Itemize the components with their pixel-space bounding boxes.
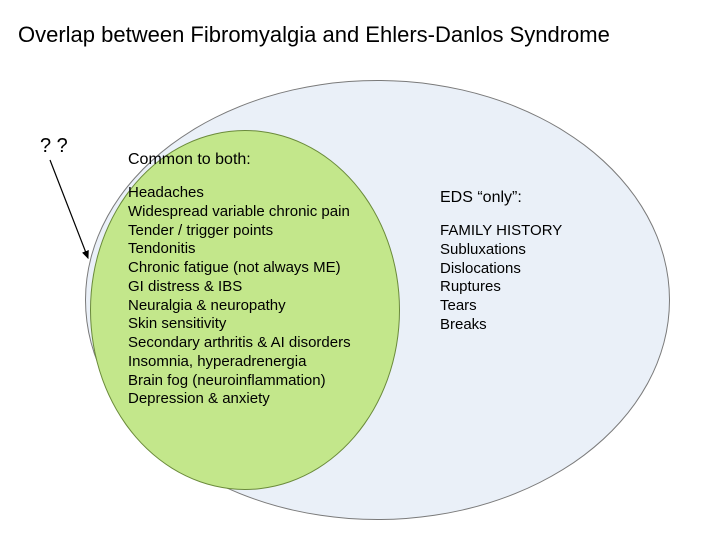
eds-only-item: Dislocations [440, 260, 640, 279]
common-item: Secondary arthritis & AI disorders [128, 334, 388, 353]
common-symptoms-block: Common to both: HeadachesWidespread vari… [128, 150, 388, 409]
eds-only-block: EDS “only”: FAMILY HISTORYSubluxationsDi… [440, 188, 640, 335]
eds-only-item: Tears [440, 297, 640, 316]
common-item: Widespread variable chronic pain [128, 203, 388, 222]
eds-only-item: Breaks [440, 316, 640, 335]
common-item: Tendonitis [128, 240, 388, 259]
common-item: Skin sensitivity [128, 315, 388, 334]
eds-only-item: FAMILY HISTORY [440, 222, 640, 241]
eds-only-heading: EDS “only”: [440, 188, 640, 208]
common-item: Neuralgia & neuropathy [128, 297, 388, 316]
common-heading: Common to both: [128, 150, 388, 170]
diagram-title: Overlap between Fibromyalgia and Ehlers-… [18, 22, 610, 48]
common-item: Depression & anxiety [128, 390, 388, 409]
common-item: Brain fog (neuroinflammation) [128, 372, 388, 391]
eds-only-item: Subluxations [440, 241, 640, 260]
common-items-list: HeadachesWidespread variable chronic pai… [128, 184, 388, 409]
common-item: Headaches [128, 184, 388, 203]
common-item: Chronic fatigue (not always ME) [128, 259, 388, 278]
eds-only-item: Ruptures [440, 278, 640, 297]
common-item: GI distress & IBS [128, 278, 388, 297]
common-item: Insomnia, hyperadrenergia [128, 353, 388, 372]
common-item: Tender / trigger points [128, 222, 388, 241]
venn-diagram: ? ? Common to both: HeadachesWidespread … [0, 80, 720, 540]
eds-only-items-list: FAMILY HISTORYSubluxationsDislocationsRu… [440, 222, 640, 335]
